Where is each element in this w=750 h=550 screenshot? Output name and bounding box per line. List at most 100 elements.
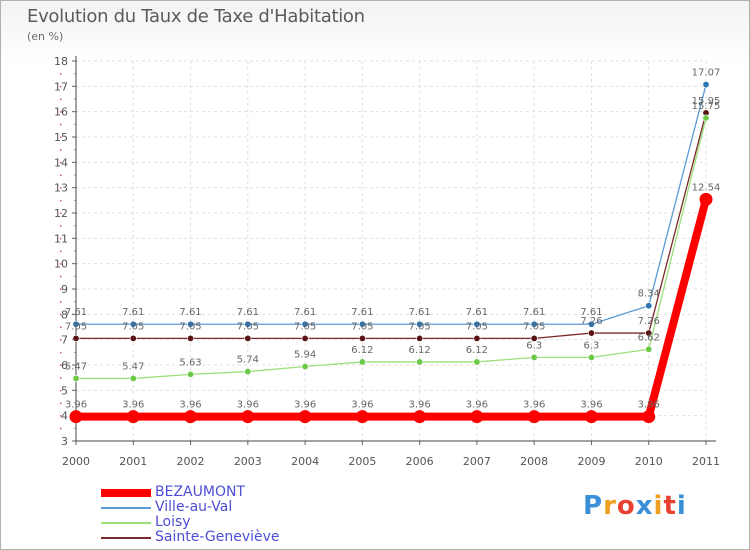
data-label: 7.61 xyxy=(351,307,373,318)
grid-lines xyxy=(75,60,707,442)
data-point xyxy=(530,353,538,361)
data-point xyxy=(72,374,80,382)
data-labels: 7.61 7.61 7.61 7.61 7.61 7.61 7.61 7.61 7.61 7.61… xyxy=(65,68,720,411)
data-label: 5.47 xyxy=(122,361,144,372)
logo-letter: P xyxy=(583,491,604,521)
y-axis-marker xyxy=(60,288,62,290)
data-point xyxy=(244,334,252,342)
data-point xyxy=(187,370,195,378)
legend-swatch xyxy=(101,507,151,509)
y-axis-marker xyxy=(60,212,62,214)
data-point xyxy=(187,320,195,328)
y-tick-label: 8 xyxy=(61,308,68,321)
data-label: 17.07 xyxy=(692,68,721,79)
x-tick-label: 2005 xyxy=(348,455,376,468)
data-point xyxy=(473,358,481,366)
x-tick-label: 2008 xyxy=(520,455,548,468)
y-axis-marker xyxy=(60,161,62,164)
logo-letter: r xyxy=(603,491,617,521)
data-label: 5.94 xyxy=(294,350,316,361)
data-point xyxy=(298,410,312,424)
y-axis-marker xyxy=(60,136,62,138)
data-point xyxy=(645,345,653,353)
data-label: 15.75 xyxy=(692,101,721,112)
data-label: 7.05 xyxy=(122,321,144,332)
data-point xyxy=(416,320,424,328)
y-axis-marker xyxy=(60,123,62,126)
data-label: 5.63 xyxy=(179,357,201,368)
y-axis-marker xyxy=(60,73,62,75)
x-tick-label: 2003 xyxy=(234,455,262,468)
logo-letter: i xyxy=(653,491,664,521)
data-point xyxy=(301,320,309,328)
data-label: 3.96 xyxy=(122,400,144,411)
data-label: 6.12 xyxy=(409,345,431,356)
data-point xyxy=(244,320,252,328)
data-label: 8.34 xyxy=(638,289,660,300)
data-label: 7.05 xyxy=(294,321,316,332)
y-axis-marker xyxy=(60,199,62,202)
series-line xyxy=(76,84,707,325)
data-label: 7.61 xyxy=(523,307,545,318)
data-point xyxy=(129,374,137,382)
data-point xyxy=(473,334,481,342)
data-point xyxy=(645,329,653,337)
y-axis-marker xyxy=(60,187,62,189)
data-label: 3.96 xyxy=(638,400,660,411)
data-label: 3.96 xyxy=(351,400,373,411)
data-label: 12.54 xyxy=(692,182,721,193)
data-point xyxy=(416,334,424,342)
data-point xyxy=(129,320,137,328)
legend-label: Loisy xyxy=(155,514,191,530)
data-point xyxy=(358,320,366,328)
y-axis-marker xyxy=(60,98,62,100)
data-point xyxy=(530,320,538,328)
data-label: 7.61 xyxy=(466,307,488,318)
data-point xyxy=(355,410,369,424)
logo-letter: x xyxy=(635,491,654,521)
x-tick-label: 2009 xyxy=(577,455,605,468)
data-label: 6.12 xyxy=(466,345,488,356)
data-point xyxy=(587,353,595,361)
data-label: 7.05 xyxy=(409,321,431,332)
data-point xyxy=(584,410,598,424)
y-tick-label: 18 xyxy=(54,55,68,68)
data-label: 7.05 xyxy=(65,321,87,332)
y-axis-marker xyxy=(60,149,62,151)
y-axis-marker xyxy=(60,85,62,88)
y-tick-label: 9 xyxy=(61,283,68,296)
data-point xyxy=(301,334,309,342)
data-point xyxy=(72,320,80,328)
data-point xyxy=(645,302,653,310)
y-axis-marker xyxy=(60,339,62,341)
data-label: 3.96 xyxy=(237,400,259,411)
data-label: 7.61 xyxy=(580,307,602,318)
x-tick-label: 2011 xyxy=(692,455,720,468)
data-point xyxy=(301,363,309,371)
data-point xyxy=(358,358,366,366)
data-label: 3.96 xyxy=(294,400,316,411)
y-axis-marker xyxy=(60,237,62,240)
legend-swatch xyxy=(101,489,151,497)
data-label: 7.05 xyxy=(179,321,201,332)
legend-swatch xyxy=(101,537,151,539)
series-lines xyxy=(69,81,713,424)
data-point xyxy=(473,320,481,328)
data-label: 6.12 xyxy=(351,345,373,356)
x-tick-label: 2006 xyxy=(406,455,434,468)
proxiti-logo: Proxiti xyxy=(583,491,687,521)
data-point xyxy=(527,410,541,424)
legend-label: Ville-au-Val xyxy=(155,499,233,515)
x-tick-label: 2007 xyxy=(463,455,491,468)
data-label: 7.26 xyxy=(580,316,602,327)
data-label: 6.62 xyxy=(638,332,660,343)
y-axis-marker xyxy=(60,415,62,417)
data-label: 7.05 xyxy=(523,321,545,332)
data-label: 7.05 xyxy=(466,321,488,332)
data-label: 7.05 xyxy=(237,321,259,332)
data-label: 5.47 xyxy=(65,361,87,372)
x-tick-label: 2002 xyxy=(177,455,205,468)
